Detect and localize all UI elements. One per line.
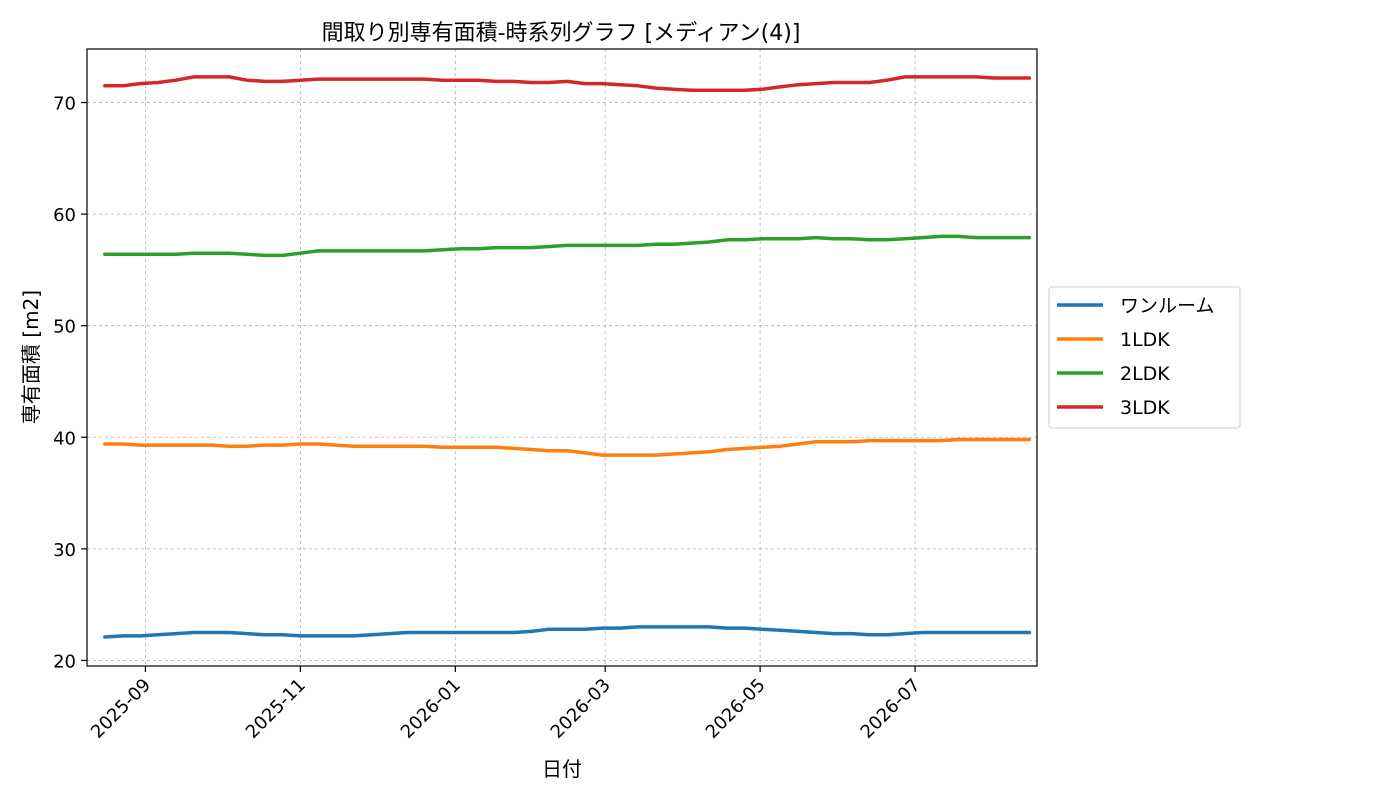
x-tick-label-2026-05: 2026-05 <box>702 675 770 743</box>
series-line-3 <box>103 75 1032 93</box>
y-tick-label-50: 50 <box>53 317 76 338</box>
legend-label-0: ワンルーム <box>1120 295 1214 317</box>
x-axis-ticks: 2025-09 2025-11 2026-01 2026-03 2026-05 2026-… <box>87 666 925 743</box>
x-tick-label-2026-01: 2026-01 <box>397 675 465 743</box>
legend-label-1: 1LDK <box>1120 329 1170 351</box>
x-tick-label-2025-11: 2025-11 <box>242 675 310 743</box>
series-line-2 <box>103 234 1032 258</box>
y-tick-label-60: 60 <box>53 205 76 226</box>
x-axis-label: 日付 <box>542 757 582 781</box>
y-axis-ticks: 20 30 40 50 60 70 <box>53 94 87 672</box>
series-group <box>103 75 1032 639</box>
x-tick-label-2026-03: 2026-03 <box>547 675 615 743</box>
legend-box <box>1048 286 1241 429</box>
x-tick-label-2025-09: 2025-09 <box>87 675 155 743</box>
chart-title: 間取り別専有面積-時系列グラフ [メディアン(4)] <box>322 21 801 46</box>
series-line-1 <box>103 437 1032 457</box>
legend-label-3: 3LDK <box>1120 397 1170 419</box>
series-line-0 <box>103 625 1032 639</box>
grid-lines <box>87 49 1037 666</box>
plot-frame <box>86 48 1038 667</box>
y-axis-label: 専有面積 [m2] <box>19 290 43 424</box>
legend: ワンルーム 1LDK 2LDK 3LDK <box>1048 286 1241 429</box>
y-tick-label-30: 30 <box>53 540 76 561</box>
legend-label-2: 2LDK <box>1120 363 1170 385</box>
y-tick-label-40: 40 <box>53 428 76 449</box>
y-tick-label-70: 70 <box>53 94 76 115</box>
x-tick-label-2026-07: 2026-07 <box>857 675 925 743</box>
y-tick-label-20: 20 <box>53 651 76 672</box>
